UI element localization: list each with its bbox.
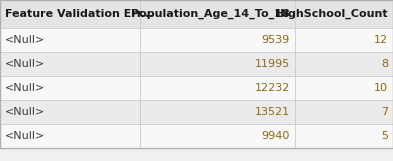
Bar: [0, 76, 140, 100]
Bar: [140, 76, 295, 100]
Text: 13521: 13521: [255, 107, 290, 117]
Bar: [0, 0, 140, 28]
Text: 9539: 9539: [262, 35, 290, 45]
Text: <Null>: <Null>: [5, 83, 45, 93]
Text: 8: 8: [381, 59, 388, 69]
Text: 12232: 12232: [255, 83, 290, 93]
Text: Population_Age_14_To_18: Population_Age_14_To_18: [131, 9, 290, 19]
Text: <Null>: <Null>: [5, 107, 45, 117]
Text: 11995: 11995: [255, 59, 290, 69]
Bar: [0, 28, 140, 52]
Bar: [295, 52, 393, 76]
Bar: [295, 0, 393, 28]
Bar: [0, 52, 140, 76]
Bar: [295, 28, 393, 52]
Bar: [140, 124, 295, 148]
Bar: [140, 100, 295, 124]
Bar: [140, 0, 295, 28]
Text: HighSchool_Count: HighSchool_Count: [275, 9, 388, 19]
Bar: [140, 52, 295, 76]
Text: Feature Validation Err...: Feature Validation Err...: [5, 9, 154, 19]
Text: <Null>: <Null>: [5, 131, 45, 141]
Bar: [295, 76, 393, 100]
Bar: [140, 28, 295, 52]
Text: <Null>: <Null>: [5, 59, 45, 69]
Text: 7: 7: [381, 107, 388, 117]
Text: 5: 5: [381, 131, 388, 141]
Bar: [295, 100, 393, 124]
Bar: [295, 124, 393, 148]
Text: <Null>: <Null>: [5, 35, 45, 45]
Text: 9940: 9940: [262, 131, 290, 141]
Bar: [0, 152, 393, 161]
Text: 10: 10: [374, 83, 388, 93]
Bar: [0, 100, 140, 124]
Text: 12: 12: [374, 35, 388, 45]
Bar: [0, 124, 140, 148]
